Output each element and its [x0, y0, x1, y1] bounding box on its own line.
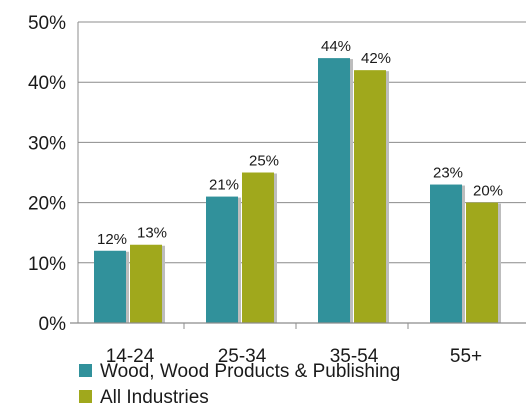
bars	[94, 58, 501, 324]
bar	[130, 244, 162, 323]
data-label: 23%	[433, 165, 463, 182]
bar	[94, 250, 126, 323]
bar	[206, 196, 238, 323]
data-label: 21%	[209, 177, 239, 194]
data-label: 42%	[361, 50, 391, 67]
y-tick-label: 30%	[28, 133, 66, 154]
data-label: 13%	[137, 225, 167, 242]
legend-swatch	[79, 364, 92, 377]
bar	[466, 202, 498, 323]
bar	[354, 70, 386, 323]
legend: Wood, Wood Products & Publishing All Indu…	[79, 361, 400, 408]
y-tick-label: 0%	[39, 314, 67, 335]
data-label: 12%	[97, 231, 127, 248]
x-tick-label: 55+	[450, 346, 482, 367]
data-label: 44%	[321, 38, 351, 55]
y-tick-label: 10%	[28, 254, 66, 275]
x-tick-label: 14-24	[106, 346, 155, 367]
bar	[242, 172, 274, 323]
legend-label: Wood, Wood Products & Publishing	[100, 361, 400, 382]
legend-label: All Industries	[100, 387, 209, 408]
bar	[430, 184, 462, 323]
legend-swatch	[79, 390, 92, 403]
data-label: 25%	[249, 153, 279, 170]
y-axis-ticks: 0% 10% 20% 30% 40% 50%	[28, 13, 66, 335]
x-axis: 14-24 25-34 35-54 55+	[70, 22, 526, 367]
y-tick-label: 20%	[28, 194, 66, 215]
x-tick-label: 25-34	[218, 346, 267, 367]
y-tick-label: 40%	[28, 73, 66, 94]
x-tick-label: 35-54	[330, 346, 379, 367]
bar	[318, 58, 350, 324]
data-label: 20%	[473, 183, 503, 200]
data-labels: 12% 13% 21% 25% 44% 42% 23% 20%	[97, 38, 503, 248]
y-tick-label: 50%	[28, 13, 66, 34]
